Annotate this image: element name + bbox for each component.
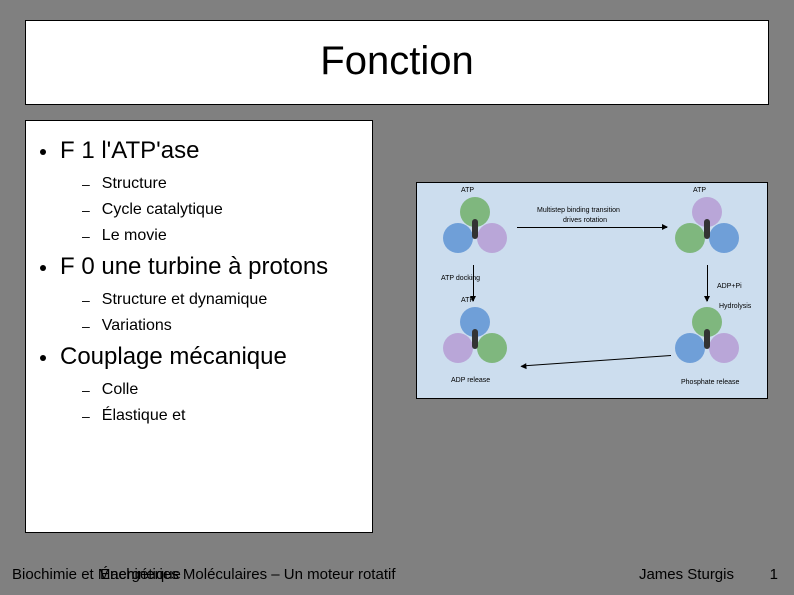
figure-box: ATPATPATPADP+PiATP dockingADP releaseMul…	[416, 182, 768, 399]
sub-text-2-2: Variations	[102, 317, 172, 335]
dash-icon: –	[82, 292, 90, 308]
sub-item-2-2: – Variations	[82, 317, 366, 335]
dash-icon: –	[82, 176, 90, 192]
sub-text-1-1: Structure	[102, 175, 167, 193]
footer-left: Biochimie et Machineries Moléculaires – …	[12, 566, 396, 583]
figure-label: ATP docking	[441, 275, 480, 282]
sub-text-1-3: Le movie	[102, 227, 167, 245]
sub-item-1-1: – Structure	[82, 175, 366, 193]
sub-item-1-2: – Cycle catalytique	[82, 201, 366, 219]
main-item-2: F 0 une turbine à protons	[40, 253, 366, 281]
footer-left-text: Biochimie et Machineries Moléculaires – …	[12, 566, 396, 583]
bullet-icon	[40, 355, 46, 361]
slide-title: Fonction	[320, 39, 473, 83]
content-box: F 1 l'ATP'ase – Structure – Cycle cataly…	[25, 120, 373, 533]
dash-icon: –	[82, 408, 90, 424]
sub-text-2-1: Structure et dynamique	[102, 291, 267, 309]
main-text-2: F 0 une turbine à protons	[60, 253, 328, 281]
bullet-icon	[40, 149, 46, 155]
molecule-icon	[675, 307, 739, 371]
arrow-icon	[707, 265, 708, 301]
main-item-3: Couplage mécanique	[40, 343, 366, 371]
footer-page-number: 1	[770, 566, 778, 583]
dash-icon: –	[82, 202, 90, 218]
arrow-icon	[521, 355, 671, 366]
bullet-icon	[40, 265, 46, 271]
sub-item-2-1: – Structure et dynamique	[82, 291, 366, 309]
sub-text-3-2: Élastique et	[102, 407, 186, 425]
figure-label: Hydrolysis	[719, 303, 751, 310]
main-text-3: Couplage mécanique	[60, 343, 287, 371]
figure-label: ADP+Pi	[717, 283, 742, 290]
arrow-icon	[473, 265, 474, 301]
footer-right: James Sturgis	[639, 566, 734, 583]
dash-icon: –	[82, 382, 90, 398]
figure-label: ATP	[693, 187, 706, 194]
molecule-icon	[443, 197, 507, 261]
arrow-icon	[517, 227, 667, 228]
figure-label: ADP release	[451, 377, 490, 384]
title-box: Fonction	[25, 20, 769, 105]
dash-icon: –	[82, 318, 90, 334]
sub-text-1-2: Cycle catalytique	[102, 201, 223, 219]
sub-item-3-1: – Colle	[82, 381, 366, 399]
sub-item-1-3: – Le movie	[82, 227, 366, 245]
figure-label: ATP	[461, 187, 474, 194]
main-text-1: F 1 l'ATP'ase	[60, 137, 199, 165]
figure-label: Multistep binding transition	[537, 207, 620, 214]
dash-icon: –	[82, 228, 90, 244]
figure-label: Phosphate release	[681, 379, 739, 386]
sub-text-3-1: Colle	[102, 381, 138, 399]
figure-label: drives rotation	[563, 217, 607, 224]
molecule-icon	[675, 197, 739, 261]
figure-content: ATPATPATPADP+PiATP dockingADP releaseMul…	[417, 183, 767, 398]
main-item-1: F 1 l'ATP'ase	[40, 137, 366, 165]
molecule-icon	[443, 307, 507, 371]
sub-item-3-2: – Élastique et	[82, 407, 366, 425]
footer-overlay-text: Énergétique	[100, 566, 181, 583]
